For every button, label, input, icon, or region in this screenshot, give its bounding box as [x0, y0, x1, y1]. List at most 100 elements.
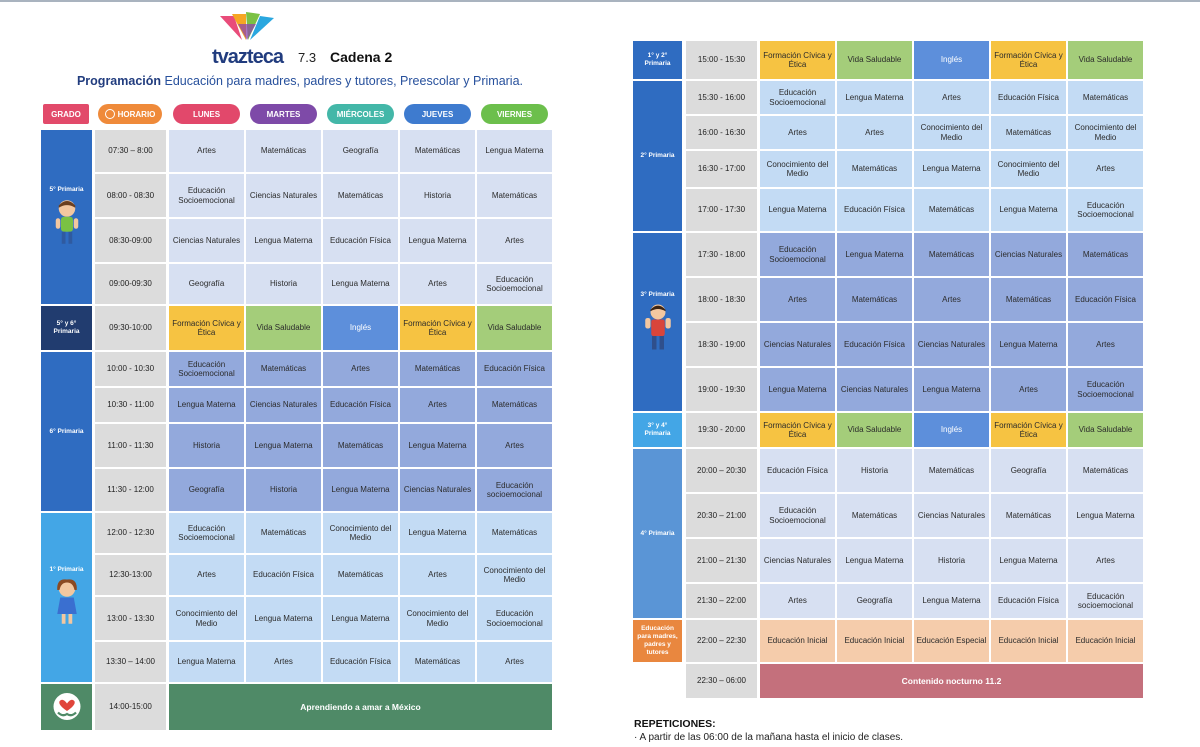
time-slot: 12:00 - 12:30: [95, 513, 166, 553]
grade-block: 3° Primaria: [633, 233, 682, 411]
channel-number: 7.3: [298, 50, 317, 65]
schedule-cell: Lengua Materna: [246, 597, 321, 640]
program-label: Programación: [76, 74, 162, 88]
column-header-horario: HORARIO: [98, 104, 162, 124]
time-slot: 18:00 - 18:30: [686, 278, 757, 321]
time-slot: 16:30 - 17:00: [686, 151, 757, 187]
column-header-grado: GRADO: [43, 104, 89, 124]
schedule-cell: Educación Socioemocional: [760, 233, 835, 276]
time-slot: 09:30-10:00: [95, 306, 166, 350]
schedule-cell: Ciencias Naturales: [914, 323, 989, 366]
schedule-cell: Lengua Materna: [323, 264, 398, 304]
schedule-cell: Lengua Materna: [760, 189, 835, 231]
schedule-cell: Educación Física: [323, 388, 398, 422]
schedule-cell: Ciencias Naturales: [837, 368, 912, 411]
schedule-cell: Inglés: [914, 41, 989, 79]
schedule-cell: Lengua Materna: [169, 642, 244, 682]
schedule-cell: Matemáticas: [914, 189, 989, 231]
time-slot: 12:30-13:00: [95, 555, 166, 595]
grade-block: 1° Primaria: [41, 513, 92, 682]
grade-block: 5° y 6° Primaria: [41, 306, 92, 350]
schedule-cell: Lengua Materna: [246, 424, 321, 467]
grade-figure: [52, 198, 82, 249]
repetitions-footer: REPETICIONES: · A partir de las 06:00 de…: [634, 718, 1154, 743]
schedule-cell: Educación socioemocional: [477, 469, 552, 511]
schedule-cell: Geografía: [169, 264, 244, 304]
schedule-cell: Matemáticas: [837, 494, 912, 537]
schedule-cell: Matemáticas: [991, 116, 1066, 149]
program-subtitle: Programación Educación para madres, padr…: [40, 74, 560, 88]
schedule-cell: Conocimiento del Medio: [760, 151, 835, 187]
schedule-cell: Conocimiento del Medio: [477, 555, 552, 595]
schedule-cell: Matemáticas: [246, 130, 321, 172]
schedule-cell: Formación Cívica y Ética: [991, 413, 1066, 447]
schedule-cell: Artes: [837, 116, 912, 149]
time-slot: 18:30 - 19:00: [686, 323, 757, 366]
schedule-cell: Formación Cívica y Ética: [169, 306, 244, 350]
schedule-cell: Lengua Materna: [323, 597, 398, 640]
schedule-cell: Lengua Materna: [837, 233, 912, 276]
schedule-cell: Lengua Materna: [246, 219, 321, 262]
schedule-cell: Educación Socioemocional: [760, 81, 835, 114]
grade-block: 1° y 2° Primaria: [633, 41, 682, 79]
time-slot: 17:30 - 18:00: [686, 233, 757, 276]
schedule-cell: Educación Socioemocional: [1068, 368, 1143, 411]
schedule-cell: Lengua Materna: [169, 388, 244, 422]
schedule-cell: Artes: [477, 424, 552, 467]
schedule-cell: Lengua Materna: [914, 368, 989, 411]
column-header-day: LUNES: [173, 104, 240, 124]
schedule-cell: Matemáticas: [1068, 233, 1143, 276]
schedule-cell: Artes: [246, 642, 321, 682]
schedule-cell: Lengua Materna: [914, 584, 989, 618]
schedule-cell: Educación Socioemocional: [477, 597, 552, 640]
top-border: [0, 0, 1200, 2]
time-slot: 20:00 – 20:30: [686, 449, 757, 492]
wide-block: Contenido nocturno 11.2: [760, 664, 1143, 698]
schedule-cell: Artes: [323, 352, 398, 386]
schedule-cell: Geografía: [169, 469, 244, 511]
schedule-cell: Conocimiento del Medio: [400, 597, 475, 640]
schedule-cell: Educación Socioemocional: [169, 513, 244, 553]
schedule-cell: Vida Saludable: [837, 41, 912, 79]
time-slot: 20:30 – 21:00: [686, 494, 757, 537]
grade-label: 5° y 6° Primaria: [53, 320, 80, 335]
schedule-cell: Matemáticas: [1068, 81, 1143, 114]
girl-figure-icon: [56, 579, 77, 624]
schedule-cell: Vida Saludable: [246, 306, 321, 350]
schedule-cell: Educación Física: [760, 449, 835, 492]
schedule-cell: Matemáticas: [477, 513, 552, 553]
grade-label: 2° Primaria: [640, 152, 675, 160]
time-slot: 21:30 – 22:00: [686, 584, 757, 618]
schedule-cell: Educación Física: [991, 81, 1066, 114]
schedule-cell: Matemáticas: [323, 555, 398, 595]
schedule-cell: Inglés: [323, 306, 398, 350]
schedule-cell: Lengua Materna: [991, 189, 1066, 231]
schedule-cell: Lengua Materna: [477, 130, 552, 172]
schedule-cell: Matemáticas: [837, 278, 912, 321]
schedule-cell: Ciencias Naturales: [400, 469, 475, 511]
schedule-cell: Ciencias Naturales: [991, 233, 1066, 276]
time-slot: 08:30-09:00: [95, 219, 166, 262]
schedule-cell: Educación Inicial: [760, 620, 835, 662]
logo-text: tvazteca: [212, 46, 284, 68]
time-slot: 11:00 - 11:30: [95, 424, 166, 467]
boy-figure-icon: [55, 199, 78, 244]
schedule-cell: Educación Física: [477, 352, 552, 386]
grade-label: 3° Primaria: [640, 290, 675, 298]
schedule-cell: Educación Física: [1068, 278, 1143, 321]
schedule-cell: Matemáticas: [400, 130, 475, 172]
column-header-day: VIERNES: [481, 104, 548, 124]
schedule-cell: Artes: [477, 642, 552, 682]
time-slot: 22:00 – 22:30: [686, 620, 757, 662]
schedule-cell: Matemáticas: [914, 233, 989, 276]
schedule-cell: Matemáticas: [1068, 449, 1143, 492]
schedule-cell: Conocimiento del Medio: [169, 597, 244, 640]
grade-label: 1° y 2° Primaria: [644, 52, 671, 67]
time-slot: 15:30 - 16:00: [686, 81, 757, 114]
grade-block: 2° Primaria: [633, 81, 682, 231]
schedule-cell: Artes: [760, 278, 835, 321]
schedule-cell: Artes: [400, 388, 475, 422]
grade-figure: [52, 684, 82, 730]
schedule-cell: Lengua Materna: [323, 469, 398, 511]
page-header: tvazteca 7.3 Cadena 2 Programación Educa…: [40, 8, 560, 96]
